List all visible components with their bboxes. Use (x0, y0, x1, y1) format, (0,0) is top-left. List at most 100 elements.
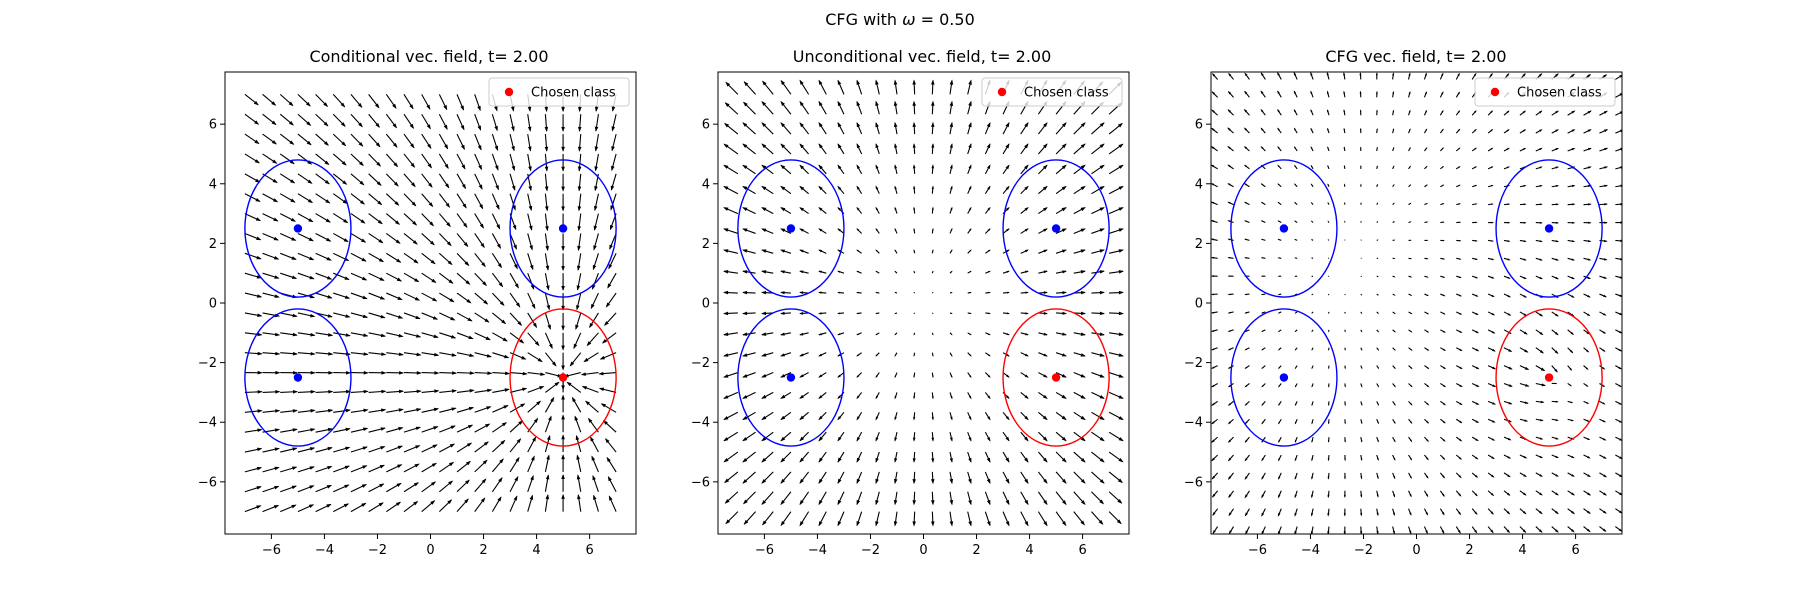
quiver-arrowhead (307, 198, 314, 204)
quiver-arrowhead (357, 102, 363, 108)
quiver-arrowhead (496, 243, 501, 250)
quiver-arrowhead (1080, 164, 1086, 170)
quiver-arrowhead (912, 479, 916, 485)
panel-unconditional: Unconditional vec. field, t= 2.00 −6 −4 −2… (691, 47, 1130, 558)
quiver-arrowhead (723, 395, 729, 399)
quiver-arrowhead (1442, 184, 1445, 187)
quiver-arrowhead (1474, 184, 1478, 187)
quiver-arrowhead (1006, 228, 1010, 232)
quiver-arrowhead (561, 186, 565, 192)
quiver-arrowhead (398, 389, 405, 394)
quiver-arrowhead (428, 202, 434, 208)
quiver-arrowhead (416, 371, 422, 375)
quiver-arrowhead (1587, 474, 1591, 478)
quiver-arrowhead (1586, 528, 1591, 533)
legend-marker (504, 87, 514, 97)
quiver-arrowhead (1360, 403, 1363, 407)
quiver-arrowhead (1377, 202, 1379, 204)
quiver-arrowhead (376, 161, 382, 167)
class-ellipse (737, 159, 845, 298)
quiver-arrowhead (1602, 510, 1607, 514)
quiver-arrowhead (1328, 421, 1330, 425)
quiver-arrowhead (986, 143, 991, 149)
quiver-arrowhead (544, 166, 549, 172)
quiver-arrowhead (273, 236, 279, 241)
quiver-arrowhead (1080, 270, 1086, 274)
quiver-arrowhead (1393, 202, 1395, 204)
quiver-arrowhead (1443, 348, 1447, 351)
quiver-arrowhead (1587, 166, 1592, 169)
quiver-arrowhead (1475, 402, 1480, 405)
quiver-arrowhead (799, 499, 804, 506)
quiver-arrowhead (1344, 385, 1346, 388)
quiver-arrowhead (1294, 421, 1297, 425)
quiver-arrowhead (1025, 332, 1029, 336)
quiver-arrowhead (380, 427, 386, 431)
quiver-arrowhead (1602, 384, 1606, 388)
quiver-arrowhead (594, 146, 599, 152)
quiver-arrowhead (1409, 494, 1412, 498)
quiver-arrowhead (969, 292, 972, 294)
quiver-arrowhead (513, 495, 518, 501)
quiver-arrowhead (780, 185, 786, 191)
quiver-arrowhead (894, 143, 898, 148)
quiver-arrowhead (1426, 221, 1429, 223)
legend-label: Chosen class (1024, 86, 1109, 101)
quiver-arrowhead (1619, 276, 1622, 279)
quiver-arrowhead (1360, 494, 1363, 498)
quiver-arrowhead (1603, 258, 1608, 261)
quiver-arrowhead (894, 185, 897, 190)
quiver-arrowhead (1442, 439, 1446, 442)
chosen-class-ellipse (1002, 308, 1110, 447)
quiver-arrowhead (1491, 420, 1496, 423)
quiver-arrowhead (396, 258, 402, 263)
quiver-arrowhead (1360, 458, 1363, 462)
chosen-class-center (1051, 373, 1061, 382)
quiver-arrowhead (1539, 240, 1543, 243)
quiver-arrowhead (818, 122, 823, 128)
quiver-arrowhead (780, 100, 785, 106)
quiver-arrowhead (1458, 184, 1461, 187)
quiver-arrowhead (818, 185, 823, 191)
quiver-arrowhead (894, 354, 897, 357)
quiver-arrowhead (780, 270, 785, 274)
quiver-arrowhead (561, 493, 565, 499)
quiver-arrowhead (395, 239, 401, 244)
quiver-arrowhead (1277, 108, 1280, 113)
quiver-arrowhead (605, 302, 611, 308)
quiver-arrowhead (931, 79, 935, 85)
quiver-arrowhead (1425, 128, 1428, 131)
quiver-arrowhead (1042, 436, 1048, 442)
quiver-arrowhead (431, 278, 437, 283)
quiver-arrowhead (1343, 90, 1346, 94)
quiver-arrowhead (1457, 109, 1461, 113)
quiver-arrowhead (522, 387, 528, 392)
quiver-arrowhead (724, 122, 730, 128)
quiver-arrowhead (1442, 312, 1446, 315)
quiver-arrowhead (1005, 206, 1010, 211)
quiver-arrowhead (483, 299, 489, 305)
quiver-arrowhead (344, 295, 351, 299)
quiver-arrowhead (1587, 239, 1592, 243)
quiver-arrowhead (1426, 457, 1429, 461)
quiver-arrowhead (780, 521, 785, 527)
quiver-arrowhead (1277, 127, 1280, 131)
quiver-arrowhead (1310, 531, 1314, 534)
quiver-arrowhead (875, 270, 878, 273)
quiver-arrowhead (446, 222, 451, 228)
quiver-arrowhead (1620, 257, 1622, 261)
quiver-arrowhead (540, 372, 546, 376)
quiver-arrowhead (577, 226, 582, 232)
quiver-arrowhead (1277, 146, 1280, 149)
quiver-arrowhead (1310, 127, 1313, 131)
quiver-arrowhead (761, 122, 767, 128)
quiver-arrowhead (561, 365, 565, 371)
quiver-arrowhead (1522, 511, 1527, 515)
quiver-arrowhead (465, 479, 470, 485)
quiver-arrowhead (1328, 312, 1329, 315)
quiver-arrowhead (856, 206, 860, 211)
quiver-arrowhead (395, 220, 401, 225)
quiver-arrowhead (780, 353, 786, 357)
quiver-arrowhead (327, 427, 334, 432)
quiver-arrowhead (949, 100, 954, 106)
